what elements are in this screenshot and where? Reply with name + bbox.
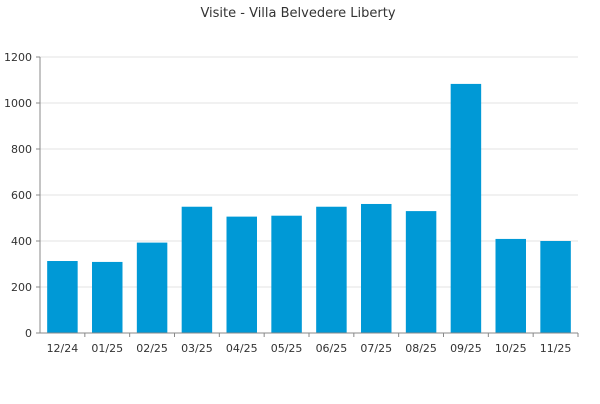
y-tick-label: 1000 bbox=[4, 97, 32, 110]
y-tick-label: 1200 bbox=[4, 51, 32, 64]
x-tick-label: 04/25 bbox=[226, 342, 258, 355]
x-tick-label: 02/25 bbox=[136, 342, 168, 355]
x-tick-label: 11/25 bbox=[540, 342, 572, 355]
x-tick-label: 03/25 bbox=[181, 342, 213, 355]
bar-09-25 bbox=[450, 83, 482, 333]
x-tick-label: 10/25 bbox=[495, 342, 527, 355]
bar-01-25 bbox=[92, 261, 123, 333]
bar-06-25 bbox=[316, 206, 347, 333]
gridlines bbox=[40, 56, 578, 288]
bar-10-25 bbox=[495, 238, 526, 333]
bar-11-25 bbox=[540, 241, 571, 333]
x-tick-label: 09/25 bbox=[450, 342, 482, 355]
x-tick-label: 08/25 bbox=[405, 342, 437, 355]
y-tick-label: 800 bbox=[11, 143, 32, 156]
bar-07-25 bbox=[361, 203, 392, 333]
bar-08-25 bbox=[405, 211, 437, 333]
x-tick-label: 07/25 bbox=[360, 342, 392, 355]
y-tick-label: 0 bbox=[25, 327, 32, 340]
x-tick-label: 06/25 bbox=[316, 342, 348, 355]
y-tick-label: 600 bbox=[11, 189, 32, 202]
x-tick-label: 01/25 bbox=[91, 342, 123, 355]
bar-04-25 bbox=[226, 216, 257, 333]
bar-03-25 bbox=[181, 206, 213, 333]
y-tick-label: 200 bbox=[11, 281, 32, 294]
x-tick-label: 12/24 bbox=[47, 342, 79, 355]
chart-title: Visite - Villa Belvedere Liberty bbox=[200, 6, 395, 21]
bar-12-24 bbox=[47, 261, 78, 333]
y-axis: 0 200 400 600 800 1000 1200 bbox=[4, 51, 41, 340]
bar-02-25 bbox=[136, 242, 168, 333]
x-tick-label: 05/25 bbox=[271, 342, 303, 355]
bar-05-25 bbox=[271, 215, 302, 333]
y-tick-label: 400 bbox=[11, 235, 32, 248]
bars bbox=[47, 83, 571, 333]
x-axis: 12/24 01/25 02/25 03/25 04/25 05/25 06/25 07/25… bbox=[40, 332, 579, 355]
